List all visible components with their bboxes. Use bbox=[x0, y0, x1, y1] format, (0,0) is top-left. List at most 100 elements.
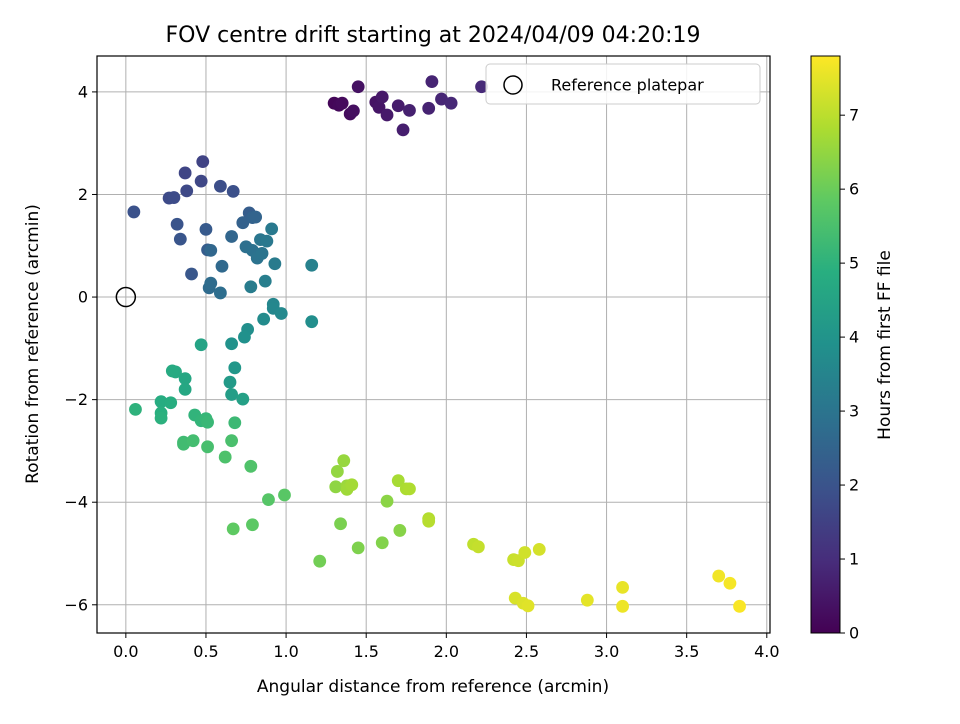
data-point bbox=[351, 541, 365, 555]
data-point bbox=[129, 402, 142, 416]
data-point bbox=[262, 493, 275, 507]
x-axis-label: Angular distance from reference (arcmin) bbox=[257, 677, 609, 697]
colorbar-label: Hours from first FF file bbox=[875, 250, 895, 440]
data-point bbox=[173, 232, 187, 246]
data-point bbox=[127, 205, 141, 219]
data-point bbox=[228, 361, 242, 375]
colorbar bbox=[810, 55, 841, 634]
data-point bbox=[226, 522, 240, 536]
data-point bbox=[274, 307, 288, 320]
axis-ticks: 0.0 0.5 1.0 1.5 2.0 2.5 3.0 3.5 4.0 −6 −4 −2 0 2 4 bbox=[64, 82, 779, 661]
data-point bbox=[380, 108, 394, 122]
data-point bbox=[518, 546, 532, 559]
colorbar-tick-label: 2 bbox=[849, 476, 859, 495]
data-point bbox=[403, 482, 416, 496]
legend-box bbox=[485, 63, 761, 105]
data-point bbox=[334, 517, 347, 531]
colorbar-tick-label: 1 bbox=[849, 550, 859, 569]
data-point bbox=[228, 416, 242, 430]
y-tick-label: 2 bbox=[78, 185, 88, 204]
data-point bbox=[712, 569, 726, 583]
data-point bbox=[391, 99, 405, 113]
y-tick-label: 4 bbox=[78, 82, 88, 101]
data-point bbox=[223, 375, 237, 389]
data-point bbox=[154, 411, 168, 425]
data-point bbox=[268, 257, 282, 271]
x-tick-label: 0.5 bbox=[193, 642, 218, 661]
x-tick-label: 3.5 bbox=[674, 642, 699, 661]
data-point bbox=[178, 382, 192, 396]
data-point bbox=[177, 437, 190, 451]
data-point bbox=[249, 210, 263, 224]
data-point bbox=[305, 315, 319, 329]
data-point bbox=[185, 267, 198, 281]
y-tick-label: −2 bbox=[64, 390, 88, 409]
data-point bbox=[178, 166, 192, 180]
data-point bbox=[616, 599, 629, 613]
data-point bbox=[260, 234, 274, 248]
data-point bbox=[422, 514, 436, 528]
x-tick-label: 0.0 bbox=[113, 642, 138, 661]
data-point bbox=[170, 217, 184, 231]
data-point bbox=[375, 536, 389, 550]
y-tick-label: −6 bbox=[64, 595, 88, 614]
data-point bbox=[375, 90, 389, 104]
data-point bbox=[244, 280, 258, 294]
data-point bbox=[178, 372, 192, 386]
data-point bbox=[225, 388, 239, 401]
data-point bbox=[236, 392, 250, 406]
legend: Reference platepar bbox=[485, 63, 761, 105]
data-point bbox=[236, 216, 250, 230]
legend-entry-label: Reference platepar bbox=[551, 76, 704, 95]
data-point bbox=[255, 247, 269, 260]
plot-frame bbox=[96, 55, 771, 634]
data-point bbox=[521, 599, 535, 613]
data-points bbox=[115, 75, 746, 613]
data-point bbox=[196, 155, 210, 169]
data-point bbox=[225, 230, 239, 243]
data-point bbox=[475, 80, 488, 94]
data-point bbox=[329, 480, 343, 494]
chart-title: FOV centre drift starting at 2024/04/09 … bbox=[166, 23, 701, 48]
y-tick-label: 0 bbox=[78, 288, 88, 307]
data-point bbox=[396, 123, 410, 137]
colorbar-tick-label: 0 bbox=[849, 624, 859, 643]
data-point bbox=[199, 222, 213, 236]
data-point bbox=[165, 364, 179, 378]
colorbar-tick-label: 6 bbox=[849, 180, 859, 199]
data-point bbox=[186, 434, 200, 448]
data-point bbox=[164, 396, 178, 410]
data-point bbox=[226, 185, 240, 198]
x-tick-label: 2.0 bbox=[434, 642, 459, 661]
colorbar-ticks: 0 1 2 3 4 5 6 7 bbox=[840, 106, 859, 643]
data-point bbox=[723, 576, 737, 590]
data-point bbox=[393, 524, 407, 537]
data-point bbox=[154, 395, 168, 409]
data-point bbox=[351, 80, 365, 94]
data-point bbox=[225, 337, 239, 351]
x-tick-label: 3.0 bbox=[594, 642, 619, 661]
colorbar-tick-label: 3 bbox=[849, 402, 859, 421]
data-point bbox=[733, 599, 746, 613]
x-tick-label: 2.5 bbox=[514, 642, 539, 661]
data-point bbox=[225, 434, 239, 448]
data-point bbox=[201, 440, 214, 454]
data-point bbox=[194, 338, 208, 352]
data-point bbox=[435, 92, 448, 106]
data-point bbox=[313, 554, 327, 568]
data-point bbox=[337, 454, 351, 468]
data-point bbox=[278, 488, 291, 502]
colorbar-tick-label: 7 bbox=[849, 106, 859, 125]
data-point bbox=[444, 96, 458, 110]
data-point bbox=[425, 75, 439, 89]
data-point bbox=[330, 465, 344, 478]
data-point bbox=[532, 542, 546, 556]
data-point bbox=[403, 103, 416, 117]
data-point bbox=[215, 259, 229, 273]
data-point bbox=[213, 286, 227, 300]
data-point bbox=[218, 450, 232, 464]
data-point bbox=[238, 330, 251, 344]
data-point bbox=[345, 478, 359, 492]
data-point bbox=[580, 593, 594, 607]
